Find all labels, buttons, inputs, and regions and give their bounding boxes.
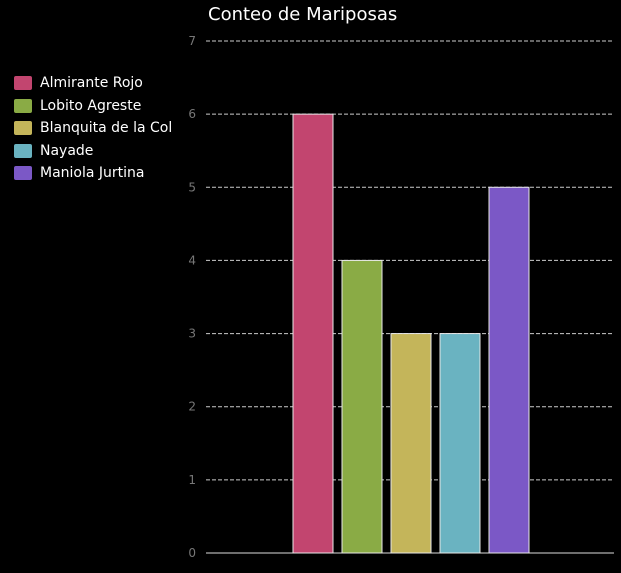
legend-item-nayade[interactable]: Nayade — [14, 140, 172, 163]
chart-title: Conteo de Mariposas — [208, 4, 398, 25]
y-tick-label: 3 — [188, 327, 196, 341]
legend-item-lobito-agreste[interactable]: Lobito Agreste — [14, 95, 172, 118]
legend-swatch — [14, 76, 32, 91]
bar[interactable] — [488, 186, 530, 554]
legend-label: Lobito Agreste — [40, 97, 142, 114]
y-tick-label: 5 — [188, 180, 196, 194]
legend-item-maniola-jurtina[interactable]: Maniola Jurtina — [14, 162, 172, 185]
y-tick-label: 0 — [188, 546, 196, 560]
legend-item-blanquita-de-la-col[interactable]: Blanquita de la Col — [14, 117, 172, 140]
y-tick-label: 7 — [188, 34, 196, 48]
legend-swatch — [14, 98, 32, 113]
bar[interactable] — [341, 259, 383, 554]
legend-swatch — [14, 166, 32, 181]
legend-item-almirante-rojo[interactable]: Almirante Rojo — [14, 72, 172, 95]
legend-swatch — [14, 121, 32, 136]
legend-label: Blanquita de la Col — [40, 120, 173, 137]
bar[interactable] — [439, 333, 481, 554]
legend-label: Maniola Jurtina — [40, 165, 145, 182]
legend-label: Nayade — [40, 142, 94, 159]
legend: Almirante Rojo Lobito Agreste Blanquita … — [14, 72, 172, 185]
y-tick-label: 6 — [188, 107, 196, 121]
bar[interactable] — [292, 113, 334, 554]
y-tick-label: 4 — [188, 253, 196, 267]
legend-label: Almirante Rojo — [40, 75, 143, 92]
y-tick-label: 2 — [188, 400, 196, 414]
y-tick-label: 1 — [188, 473, 196, 487]
legend-swatch — [14, 143, 32, 158]
bar[interactable] — [390, 333, 432, 554]
